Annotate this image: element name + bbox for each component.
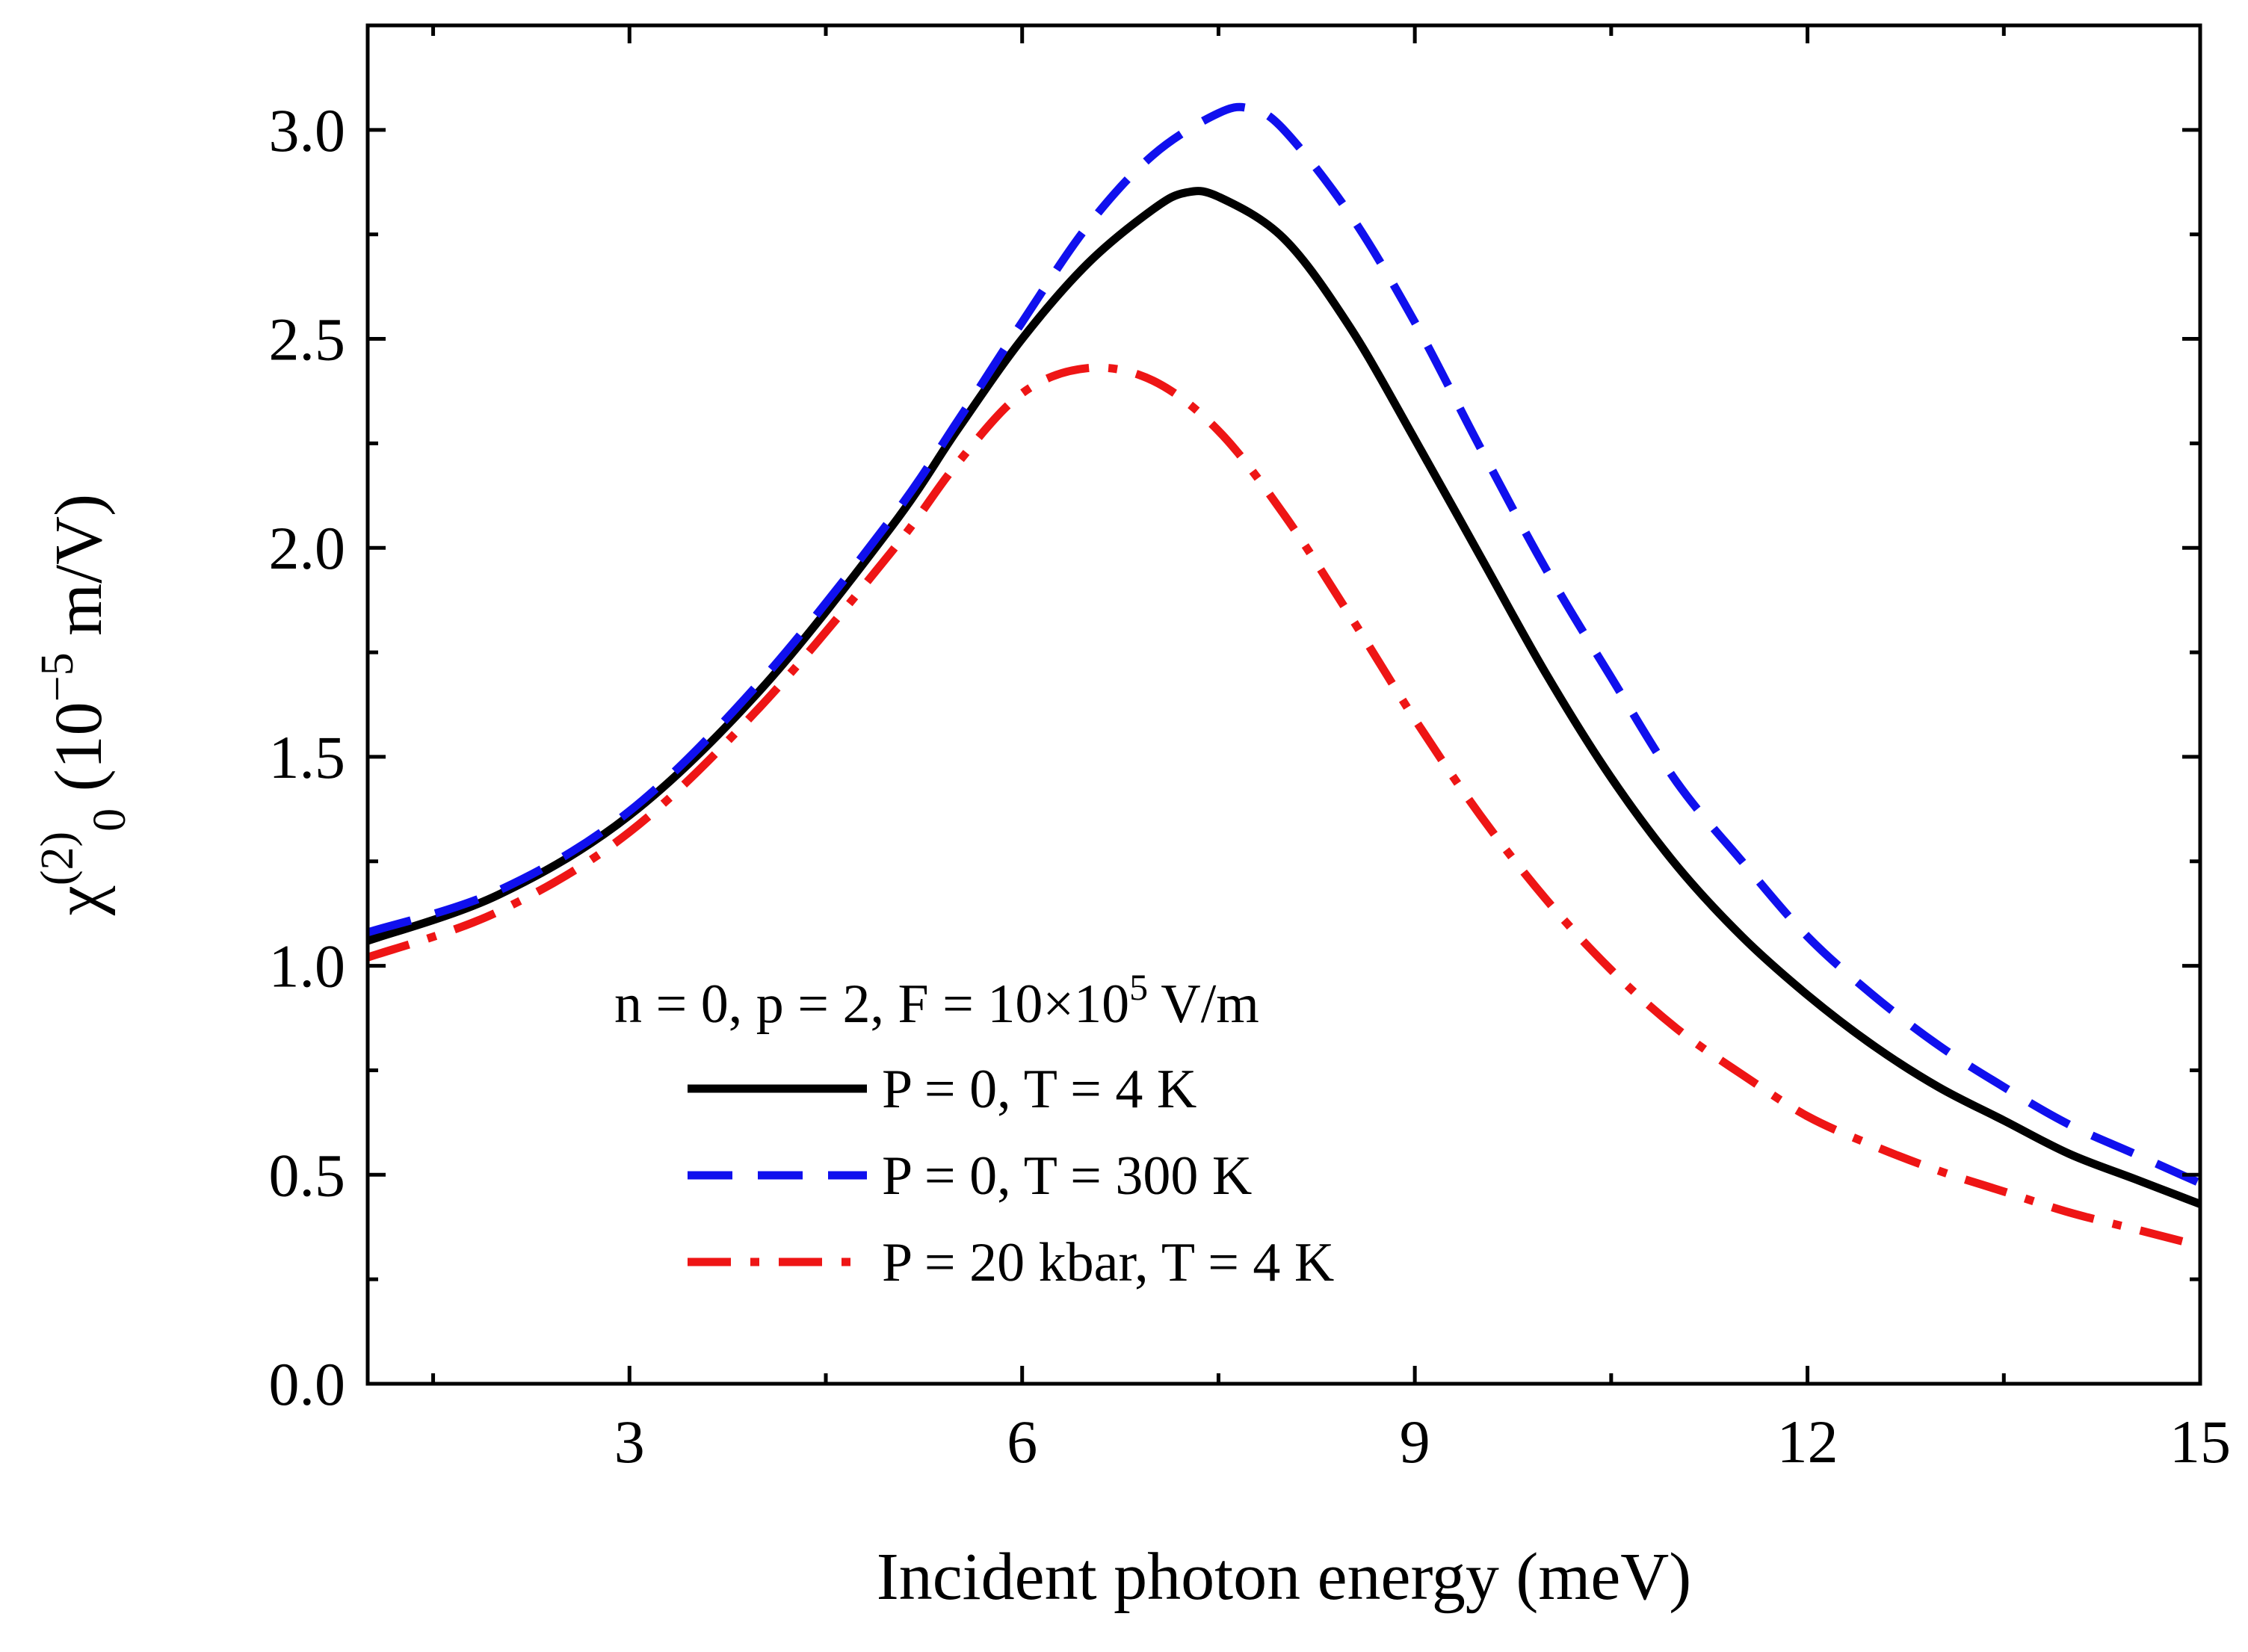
y-tick-label: 1.5 <box>269 723 346 791</box>
y-axis-title-unit-exp: −5 <box>32 652 83 702</box>
y-tick-label: 0.5 <box>269 1141 346 1209</box>
y-axis-title: χ(2)0 (10−5 m/V) <box>32 494 135 916</box>
legend-title: n = 0, p = 2, F = 10×105 V/m <box>614 966 1259 1035</box>
y-tick-label: 2.0 <box>269 514 346 582</box>
legend-title-sup: 5 <box>1129 966 1148 1008</box>
x-tick-label: 12 <box>1777 1408 1838 1476</box>
y-tick-label: 1.0 <box>269 932 346 1000</box>
legend-label-p0-t300k: P = 0, T = 300 K <box>882 1145 1252 1207</box>
y-axis-title-sup: (2) <box>32 832 83 885</box>
legend-title-text: n = 0, p = 2, F = 10×10 <box>614 974 1129 1035</box>
legend-title-tail: V/m <box>1148 974 1259 1035</box>
y-axis-title-unit-close: m/V) <box>42 494 116 652</box>
x-axis-title: Incident photon energy (meV) <box>877 1540 1692 1614</box>
x-tick-label: 3 <box>614 1408 645 1476</box>
series-line-p-0-t-300-k <box>366 102 2202 1187</box>
legend: n = 0, p = 2, F = 10×105 V/m P = 0, T = … <box>614 966 1334 1293</box>
x-tick-label: 15 <box>2170 1408 2231 1476</box>
series-line-p-20-kbar-t-4-k <box>366 363 2202 1250</box>
y-tick-label: 0.0 <box>269 1350 346 1418</box>
plot-frame <box>365 23 2202 1386</box>
y-tick-labels: 0.0 0.5 1.0 1.5 2.0 2.5 3.0 <box>269 96 346 1418</box>
y-tick-label: 2.5 <box>269 306 346 374</box>
y-axis-title-unit-open: (10 <box>42 702 116 808</box>
plot-series <box>366 102 2202 1250</box>
x-tick-label: 6 <box>1007 1408 1037 1476</box>
y-axis-title-base: χ <box>42 885 116 916</box>
legend-label-p0-t4k: P = 0, T = 4 K <box>882 1059 1196 1120</box>
y-axis-title-sub: 0 <box>84 808 135 832</box>
x-tick-labels: 3 6 9 12 15 <box>614 1408 2231 1476</box>
axis-ticks <box>368 25 2202 1386</box>
y-tick-label: 3.0 <box>269 96 346 164</box>
x-tick-label: 9 <box>1400 1408 1430 1476</box>
series-line-p-0-t-4-k <box>366 187 2202 1208</box>
legend-label-p20-t4k: P = 20 kbar, T = 4 K <box>882 1232 1334 1293</box>
